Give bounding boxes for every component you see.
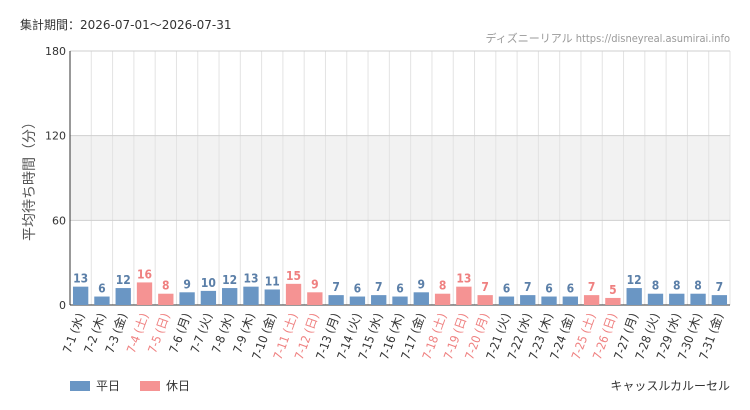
bar-value-label: 6: [396, 282, 404, 296]
y-tick-label: 120: [45, 130, 66, 143]
bar-value-label: 12: [222, 273, 237, 287]
bar-value-label: 8: [673, 279, 681, 293]
bar-value-label: 8: [439, 279, 447, 293]
bar: [669, 293, 685, 305]
bar: [413, 292, 429, 305]
bar-value-label: 6: [98, 282, 106, 296]
legend: 平日 休日: [70, 377, 190, 394]
bar-value-label: 13: [456, 272, 471, 286]
bar-value-label: 9: [183, 277, 191, 291]
bar: [498, 296, 515, 305]
legend-label-weekday: 平日: [96, 379, 121, 393]
bar: [136, 282, 153, 305]
bar-value-label: 12: [627, 273, 642, 287]
bar: [115, 288, 131, 305]
bar: [349, 296, 366, 305]
bar-value-label: 7: [524, 280, 532, 294]
bar: [647, 293, 664, 305]
bar: [392, 296, 408, 305]
bar-value-label: 6: [503, 282, 511, 296]
bar-value-label: 13: [243, 272, 258, 286]
shaded-band: [70, 135, 730, 221]
bar: [179, 292, 195, 305]
bar: [520, 295, 536, 305]
bar: [605, 297, 621, 305]
bar: [200, 290, 217, 305]
attraction-name: キャッスルカルーセル: [610, 379, 730, 393]
bar: [264, 289, 280, 305]
bar-value-label: 7: [332, 280, 340, 294]
bar-value-label: 6: [354, 282, 362, 296]
bar: [72, 286, 89, 305]
bar-value-label: 8: [652, 279, 660, 293]
bar-value-label: 9: [418, 277, 426, 291]
bar: [307, 292, 323, 305]
bar-value-label: 10: [201, 276, 216, 290]
bar-value-label: 15: [286, 269, 301, 283]
bar: [690, 293, 706, 305]
weekday-swatch: [70, 380, 90, 391]
bar: [711, 295, 728, 305]
bar: [477, 295, 493, 305]
bar: [583, 295, 600, 305]
bar: [328, 295, 344, 305]
bar: [562, 296, 578, 305]
source-credit: ディズニーリアル https://disneyreal.asumirai.inf…: [485, 32, 730, 45]
bar-value-label: 9: [311, 277, 319, 291]
bar-value-label: 6: [545, 282, 553, 296]
bar-value-label: 11: [265, 274, 280, 288]
bar-value-label: 5: [609, 283, 617, 297]
bar: [626, 288, 642, 305]
bar: [285, 283, 302, 305]
bar-value-label: 13: [73, 272, 88, 286]
bar-value-label: 7: [716, 280, 724, 294]
bar-value-label: 8: [694, 279, 702, 293]
y-tick-label: 180: [45, 45, 66, 58]
bar-value-label: 16: [137, 267, 152, 281]
bar: [456, 286, 472, 305]
bar: [541, 296, 557, 305]
bar-value-label: 12: [116, 273, 131, 287]
bar-value-label: 7: [481, 280, 489, 294]
bar: [371, 295, 387, 305]
period-label: 集計期間：2026-07-01～2026-07-31: [20, 18, 232, 32]
holiday-swatch: [140, 380, 161, 391]
legend-item-weekday: 平日: [70, 377, 120, 394]
bar: [158, 293, 174, 305]
bar: [222, 288, 238, 305]
bar: [434, 293, 451, 305]
y-tick-label: 0: [59, 299, 66, 312]
bar-value-label: 8: [162, 279, 170, 293]
bar-value-label: 7: [588, 280, 596, 294]
legend-item-holiday: 休日: [140, 377, 190, 394]
bar: [94, 296, 110, 305]
y-axis-label: 平均待ち時間（分）: [22, 115, 38, 241]
y-tick-label: 60: [52, 214, 66, 227]
bar: [243, 286, 259, 305]
bar-value-label: 7: [375, 280, 383, 294]
bar-value-label: 6: [567, 282, 575, 296]
legend-label-holiday: 休日: [166, 379, 191, 393]
